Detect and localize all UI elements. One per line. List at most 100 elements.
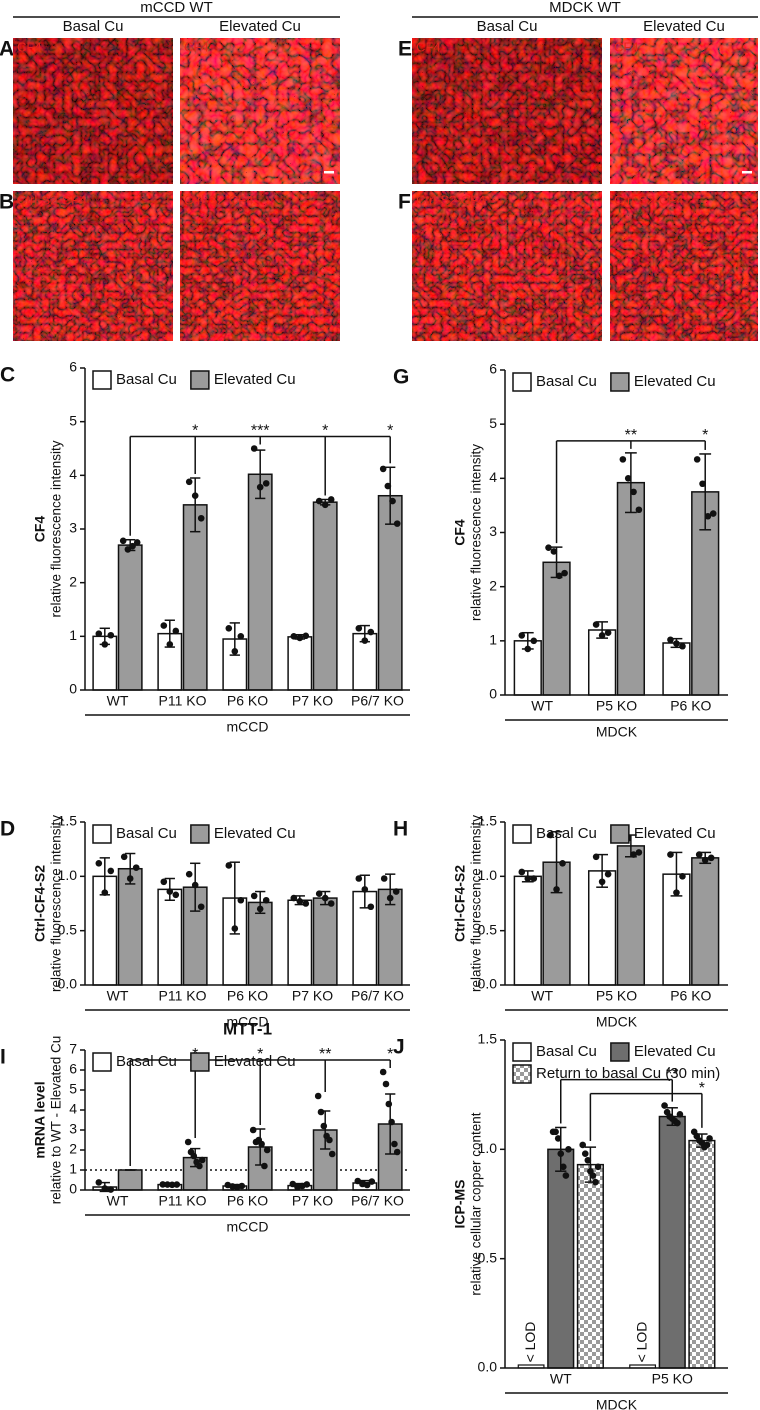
legend-label: Basal Cu bbox=[536, 1043, 597, 1060]
data-point bbox=[250, 445, 258, 452]
data-point bbox=[392, 888, 400, 895]
legend-swatch bbox=[610, 372, 630, 392]
x-tick-label: P6 KO bbox=[670, 988, 711, 1004]
data-point bbox=[326, 1136, 333, 1144]
y-tick-label: 3 bbox=[69, 1121, 77, 1137]
data-point bbox=[393, 520, 401, 527]
y-tick-label: 0 bbox=[69, 681, 77, 697]
y-axis-subtitle: relative fluorescence intensity bbox=[469, 815, 484, 992]
data-point bbox=[598, 878, 606, 886]
x-tick-label: WT bbox=[107, 1193, 129, 1209]
data-point bbox=[261, 1162, 268, 1170]
data-point bbox=[581, 1150, 589, 1158]
y-tick-label: 1.5 bbox=[58, 813, 78, 829]
y-tick-label: 1.0 bbox=[478, 867, 498, 883]
panel-letter: D bbox=[0, 818, 15, 841]
y-tick-label: 0.5 bbox=[58, 921, 78, 937]
group-title: mCCD WT bbox=[140, 0, 212, 16]
data-point bbox=[101, 641, 109, 648]
bar bbox=[182, 504, 208, 691]
y-tick-label: 1.0 bbox=[478, 1140, 498, 1156]
x-tick-label: WT bbox=[531, 988, 553, 1004]
significance-label: * bbox=[257, 1046, 263, 1063]
data-point bbox=[231, 925, 239, 932]
data-point bbox=[604, 629, 612, 637]
y-axis-subtitle: relative fluorescence intensity bbox=[469, 444, 484, 621]
data-point bbox=[699, 480, 706, 488]
data-point bbox=[598, 632, 606, 639]
x-tick-label: P11 KO bbox=[159, 1193, 207, 1209]
y-tick-label: 2 bbox=[69, 1141, 77, 1157]
data-point bbox=[704, 512, 712, 520]
y-axis-subtitle: relative fluorescence intensity bbox=[49, 440, 64, 617]
legend-swatch bbox=[512, 824, 532, 844]
data-point bbox=[263, 1146, 271, 1154]
legend-swatch bbox=[512, 372, 532, 392]
stain-label: CF4 bbox=[614, 39, 639, 54]
y-tick-label: 4 bbox=[489, 469, 497, 485]
data-point bbox=[552, 1128, 559, 1136]
x-axis-title: MDCK bbox=[596, 1014, 638, 1030]
data-point bbox=[124, 546, 132, 553]
stain-label: Ctrl-S2-CF4 bbox=[184, 192, 253, 207]
data-point bbox=[367, 903, 375, 911]
data-point bbox=[290, 894, 298, 902]
data-point bbox=[190, 1152, 198, 1160]
data-point bbox=[559, 859, 566, 867]
data-point bbox=[592, 621, 600, 628]
y-axis-title: Ctrl-CF4-S2 bbox=[452, 865, 468, 942]
data-point bbox=[547, 831, 554, 839]
significance-label: * bbox=[702, 427, 708, 444]
data-point bbox=[95, 1179, 103, 1186]
x-tick-label: P7 KO bbox=[292, 1193, 333, 1209]
data-point bbox=[314, 1092, 322, 1100]
data-point bbox=[184, 1138, 192, 1146]
data-point bbox=[707, 854, 715, 862]
data-point bbox=[679, 873, 686, 880]
data-point bbox=[166, 888, 174, 895]
data-point bbox=[635, 849, 643, 856]
data-point bbox=[674, 1119, 681, 1127]
data-point bbox=[198, 1156, 206, 1164]
legend-label: Elevated Cu bbox=[634, 1043, 716, 1060]
data-point bbox=[237, 633, 245, 640]
data-point bbox=[524, 875, 532, 882]
bar bbox=[547, 1148, 575, 1369]
significance-label: ** bbox=[625, 427, 637, 444]
x-tick-label: P7 KO bbox=[292, 988, 333, 1004]
data-point bbox=[159, 1181, 167, 1188]
data-point bbox=[290, 633, 298, 640]
data-point bbox=[584, 1156, 592, 1164]
stain-label: Ctrl-S2-CF4 bbox=[416, 192, 485, 207]
scale-bar bbox=[742, 171, 752, 174]
data-point bbox=[709, 510, 717, 517]
data-point bbox=[380, 875, 388, 882]
y-tick-label: 3 bbox=[489, 523, 497, 539]
stain-label: Ctrl-S2-CF4 bbox=[17, 192, 86, 207]
y-axis-title: ICP-MS bbox=[452, 1180, 468, 1229]
legend-swatch bbox=[190, 1052, 210, 1072]
bar bbox=[616, 845, 646, 986]
bar bbox=[662, 642, 691, 696]
y-tick-label: 1 bbox=[69, 1161, 77, 1177]
data-point bbox=[630, 851, 637, 858]
legend-label: Basal Cu bbox=[536, 825, 597, 842]
data-point bbox=[160, 622, 168, 629]
data-point bbox=[667, 851, 674, 858]
data-point bbox=[237, 896, 245, 904]
data-point bbox=[191, 492, 199, 500]
x-axis-title: mCCD bbox=[227, 719, 269, 735]
data-point bbox=[604, 870, 612, 878]
y-tick-label: 6 bbox=[69, 359, 77, 375]
x-tick-label: P5 KO bbox=[596, 698, 637, 714]
data-point bbox=[673, 640, 680, 647]
data-point bbox=[256, 905, 264, 913]
data-point bbox=[249, 1126, 257, 1134]
legend-swatch bbox=[92, 824, 112, 844]
bar bbox=[587, 629, 617, 696]
legend-swatch bbox=[92, 1052, 112, 1072]
data-point bbox=[701, 856, 709, 864]
bar bbox=[616, 481, 646, 696]
legend-swatch bbox=[190, 824, 210, 844]
panel-letter: G bbox=[393, 366, 409, 389]
